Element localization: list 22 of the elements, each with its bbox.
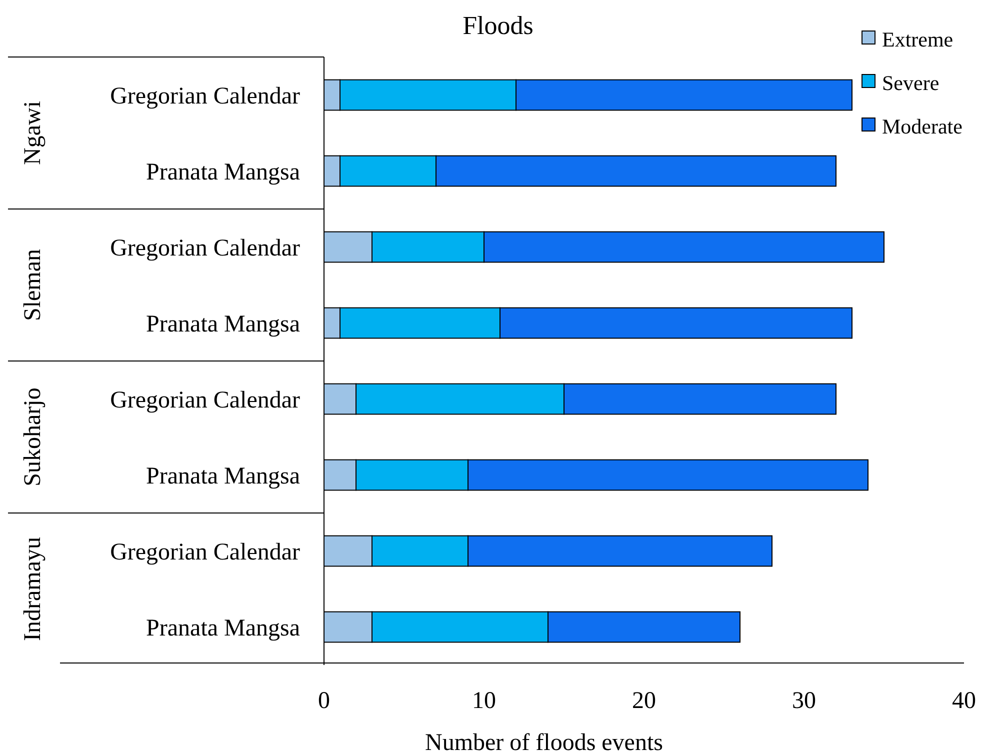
y-tick-label: Gregorian Calendar <box>110 235 300 262</box>
x-tick-label: 40 <box>952 688 976 714</box>
y-tick-label: Gregorian Calendar <box>110 539 300 566</box>
y-tick-label: Gregorian Calendar <box>110 387 300 414</box>
y-tick-label: Pranata Mangsa <box>146 311 300 338</box>
legend-label: Moderate <box>882 114 962 138</box>
y-tick-label: Pranata Mangsa <box>146 615 300 642</box>
text: Sleman <box>20 249 46 321</box>
text: Indramayu <box>20 537 46 641</box>
text: Sukoharjo <box>20 388 46 486</box>
legend-label: Severe <box>882 70 940 95</box>
x-axis-title: Number of floods events <box>425 730 663 756</box>
y-tick-label: Pranata Mangsa <box>146 463 300 490</box>
y-tick-label: Pranata Mangsa <box>146 159 300 186</box>
text: Ngawi <box>20 100 46 165</box>
x-tick-label: 20 <box>632 688 656 714</box>
x-tick-label: 30 <box>792 688 816 714</box>
x-tick-label: 10 <box>472 688 496 714</box>
chart-title: Floods <box>462 11 534 40</box>
legend-label: Extreme <box>882 27 954 52</box>
y-tick-label: Gregorian Calendar <box>110 83 300 110</box>
x-tick-label: 0 <box>318 688 330 714</box>
